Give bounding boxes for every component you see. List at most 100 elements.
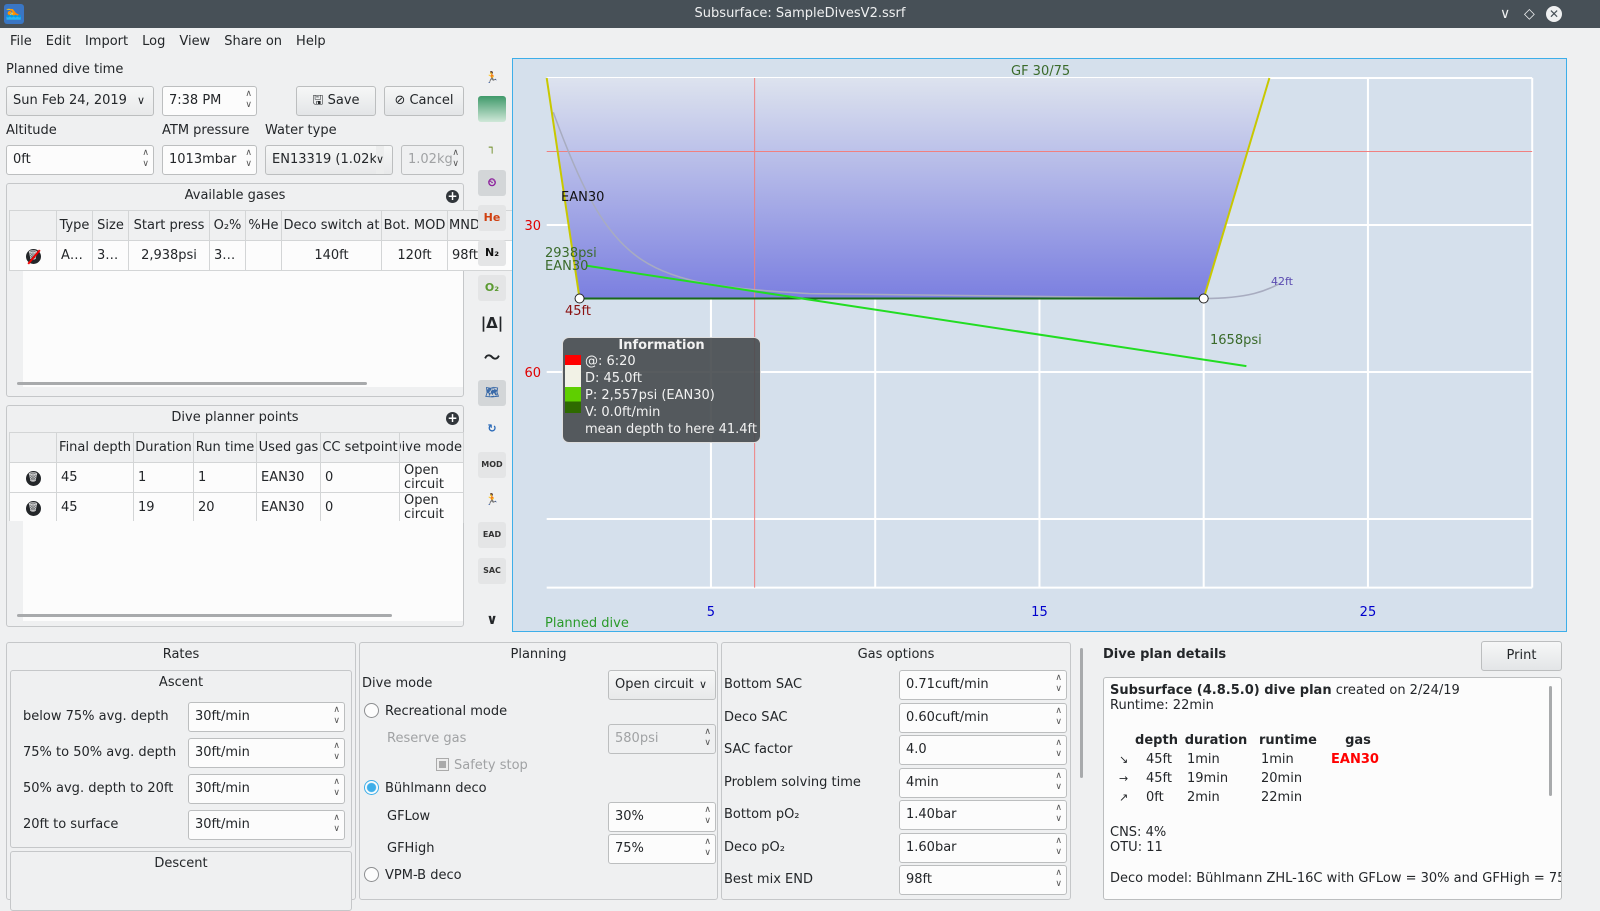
gas-option-field[interactable]: 98ft ∧ ∨	[899, 865, 1067, 895]
col-dive-mode[interactable]: Dive mode	[399, 432, 464, 463]
cell[interactable]: 3…	[209, 240, 246, 271]
spin-arrows-icon[interactable]: ∧ ∨	[245, 148, 252, 169]
horizontal-scrollbar[interactable]	[17, 614, 392, 617]
menu-edit[interactable]: Edit	[45, 34, 71, 49]
tank-icon[interactable]: ↻	[487, 422, 497, 435]
spin-arrows-icon[interactable]: ∧ ∨	[704, 805, 711, 826]
add-gas-icon[interactable]: +	[446, 189, 459, 203]
spin-arrows-icon[interactable]: ∧ ∨	[1055, 673, 1062, 694]
col-he[interactable]: He%	[245, 210, 282, 241]
ascent-rate-75-field[interactable]: 30ft/min ∧ ∨	[188, 702, 345, 732]
col-size[interactable]: Size	[92, 210, 129, 241]
maximize-icon[interactable]: ◇	[1524, 6, 1535, 22]
cell[interactable]: 45	[56, 462, 134, 493]
cell[interactable]: 120ft	[381, 240, 448, 271]
he-icon[interactable]: He	[478, 205, 506, 231]
dive-profile-view[interactable]: 5 15 25 30 60 EAN30 2938psi EAN30 45ft 42ft 1658ps…	[512, 58, 1567, 632]
gas-option-field[interactable]: 0.71cuft/min ∧ ∨	[899, 670, 1067, 700]
horizontal-scrollbar[interactable]	[17, 382, 367, 385]
n2-icon[interactable]: N₂	[478, 240, 506, 266]
ruler-icon[interactable]: |Δ|	[480, 314, 504, 332]
cell[interactable]: Open circuit	[399, 492, 464, 523]
save-button[interactable]: 🖫 Save	[296, 86, 376, 116]
buhlmann-deco-radio[interactable]: Bühlmann deco	[364, 780, 487, 796]
cell[interactable]: 1	[193, 462, 257, 493]
cell[interactable]: 0	[320, 462, 400, 493]
menu-file[interactable]: File	[10, 34, 32, 49]
cell[interactable]: 0	[320, 492, 400, 523]
spin-arrows-icon[interactable]: ∧ ∨	[1055, 835, 1062, 857]
cell[interactable]: Open circuit	[399, 462, 464, 493]
col-duration[interactable]: Duration	[133, 432, 194, 463]
table-row[interactable]: 🗑 45 19 20 EAN30 0 Open circuit	[9, 492, 464, 523]
menu-share[interactable]: Share on	[224, 34, 283, 49]
gflow-field[interactable]: 30% ∧ ∨	[608, 802, 716, 832]
trash-icon[interactable]: 🗑	[25, 471, 41, 486]
atm-pressure-field[interactable]: 1013mbar ∧ ∨	[162, 145, 257, 175]
add-point-icon[interactable]: +	[446, 411, 459, 425]
gas-option-field[interactable]: 4min ∧ ∨	[899, 767, 1067, 798]
table-row[interactable]: 🗑 45 1 1 EAN30 0 Open circuit	[9, 462, 464, 493]
col-final-depth[interactable]: Final depth	[56, 432, 134, 463]
spin-arrows-icon[interactable]: ∧ ∨	[333, 777, 340, 798]
cell[interactable]: 140ft	[281, 240, 382, 271]
ceiling-icon[interactable]: ┐	[488, 141, 496, 154]
cell[interactable]: 3…	[92, 240, 129, 271]
trash-icon[interactable]: 🗑	[25, 501, 41, 516]
gfhigh-field[interactable]: 75% ∧ ∨	[608, 834, 716, 864]
col-bot-mod[interactable]: Bot. MOD	[381, 210, 448, 241]
menu-view[interactable]: View	[179, 34, 211, 49]
cell[interactable]: 45	[56, 492, 134, 523]
cell[interactable]	[245, 240, 282, 271]
table-row[interactable]: 🗑 A… 3… 2,938psi 3… 140ft 120ft 98ft	[9, 240, 550, 271]
spin-arrows-icon[interactable]: ∧ ∨	[142, 148, 149, 169]
spin-arrows-icon[interactable]: ∧ ∨	[245, 89, 252, 110]
mod-icon[interactable]: MOD	[478, 452, 506, 478]
close-icon[interactable]: ✕	[1546, 6, 1562, 22]
time-field[interactable]: 7:38 PM ∧ ∨	[162, 86, 257, 116]
map-icon[interactable]: 🗺	[478, 380, 506, 406]
ocean-icon[interactable]	[478, 96, 506, 122]
cancel-button[interactable]: ⊘ Cancel	[384, 86, 464, 116]
col-type[interactable]: Type	[56, 210, 93, 241]
gas-option-field[interactable]: 0.60cuft/min ∧ ∨	[899, 702, 1067, 733]
gas-option-field[interactable]: 4.0 ∧ ∨	[899, 735, 1067, 765]
cell[interactable]: 2,938psi	[128, 240, 210, 271]
gas-option-field[interactable]: 1.60bar ∧ ∨	[899, 832, 1067, 863]
ascent-rate-surface-field[interactable]: 30ft/min ∧ ∨	[188, 810, 345, 840]
diver-icon[interactable]: 🏃	[485, 71, 499, 84]
scale-graph-icon[interactable]: 〜	[483, 348, 500, 367]
gas-option-field[interactable]: 1.40bar ∧ ∨	[899, 800, 1067, 830]
cell[interactable]: 1	[133, 462, 194, 493]
spin-arrows-icon[interactable]: ∧ ∨	[1055, 738, 1062, 759]
ascent-rate-20ft-field[interactable]: 30ft/min ∧ ∨	[188, 774, 345, 804]
col-start-press[interactable]: Start press	[128, 210, 210, 241]
spin-arrows-icon[interactable]: ∧ ∨	[333, 813, 340, 834]
menu-import[interactable]: Import	[84, 34, 129, 49]
delete-disabled-icon[interactable]: 🗑	[25, 249, 41, 265]
o2-icon[interactable]: O₂	[478, 275, 506, 301]
vertical-scrollbar[interactable]	[1080, 648, 1083, 778]
spin-arrows-icon[interactable]: ∧ ∨	[333, 741, 340, 762]
dive-mode-select[interactable]: Open circuit ∨	[608, 670, 716, 700]
water-type-select[interactable]: EN13319 (1.02k ∨	[265, 145, 393, 175]
vertical-scrollbar[interactable]	[1549, 686, 1552, 796]
spin-arrows-icon[interactable]: ∧ ∨	[1055, 868, 1062, 889]
cell[interactable]: EAN30	[256, 462, 321, 493]
menu-log[interactable]: Log	[142, 34, 166, 49]
recreational-mode-radio[interactable]: Recreational mode	[364, 703, 507, 719]
spin-arrows-icon[interactable]: ∧ ∨	[1055, 705, 1062, 727]
altitude-field[interactable]: 0ft ∧ ∨	[6, 145, 154, 175]
col-deco-switch[interactable]: Deco switch at	[281, 210, 382, 241]
print-button[interactable]: Print	[1481, 641, 1562, 671]
col-used-gas[interactable]: Used gas	[256, 432, 321, 463]
sac-icon[interactable]: SAC	[478, 558, 506, 584]
calculated-ceiling-icon[interactable]: ⏲	[478, 170, 506, 196]
cell[interactable]: EAN30	[256, 492, 321, 523]
col-cc-setpoint[interactable]: CC setpoint	[320, 432, 400, 463]
col-o2[interactable]: O₂%	[209, 210, 246, 241]
spin-arrows-icon[interactable]: ∧ ∨	[704, 837, 711, 858]
spin-arrows-icon[interactable]: ∧ ∨	[1055, 803, 1062, 824]
planner-diver-icon[interactable]: 🏃	[485, 493, 499, 506]
cell[interactable]: A…	[56, 240, 93, 271]
